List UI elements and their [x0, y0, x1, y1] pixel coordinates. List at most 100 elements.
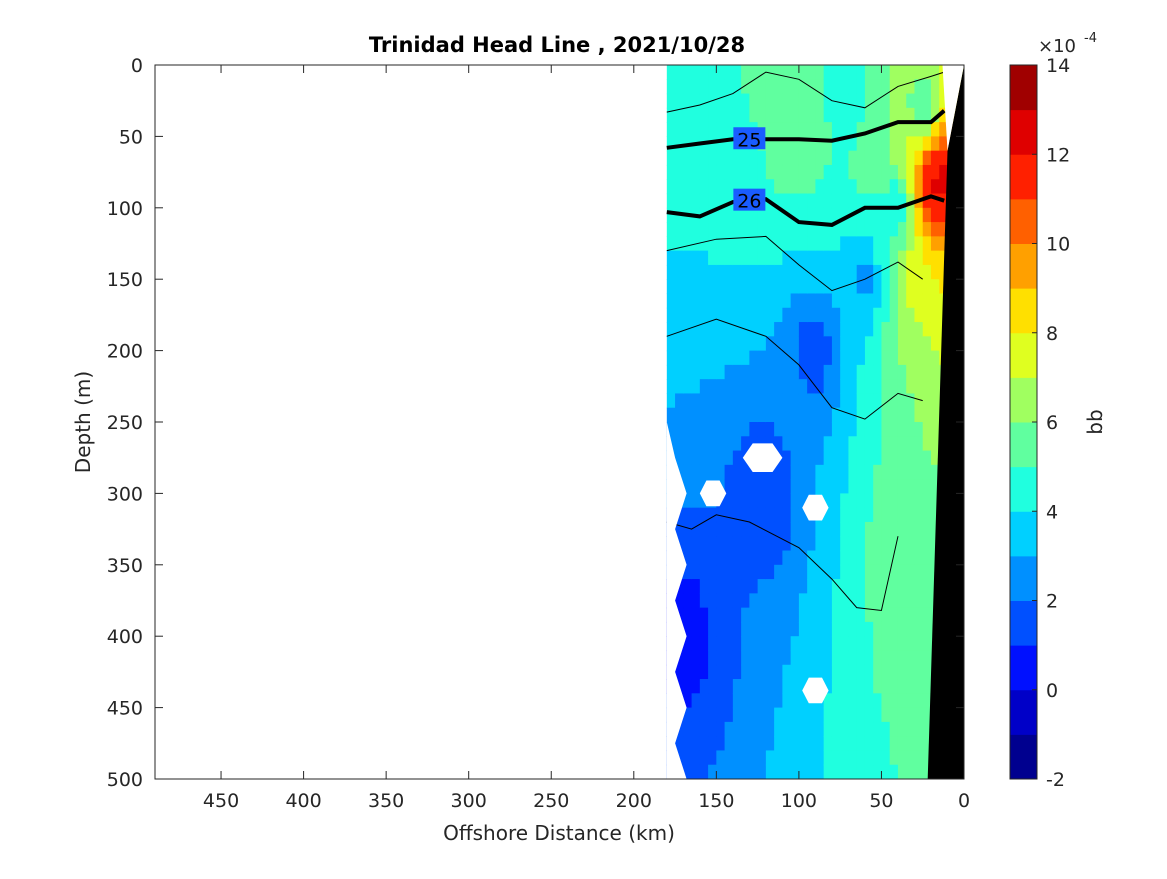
heatmap-cell — [815, 250, 825, 266]
heatmap-cell — [873, 521, 883, 537]
heatmap-cell — [831, 79, 841, 95]
heatmap-cell — [922, 122, 932, 137]
heatmap-cell — [815, 550, 825, 566]
heatmap-cell — [699, 264, 709, 280]
heatmap-cell — [906, 707, 916, 723]
heatmap-cell — [716, 464, 726, 480]
heatmap-cell — [708, 593, 717, 609]
heatmap-cell — [922, 350, 932, 366]
heatmap-cell — [897, 593, 907, 609]
heatmap-cell — [881, 250, 891, 266]
heatmap-cell — [724, 607, 734, 623]
heatmap-cell — [807, 579, 817, 594]
heatmap-cell — [790, 179, 800, 195]
heatmap-cell — [666, 279, 676, 295]
heatmap-cell — [675, 264, 684, 280]
heatmap-cell — [741, 379, 750, 395]
heatmap-cell — [749, 707, 759, 723]
heatmap-cell — [840, 79, 850, 95]
heatmap-cell — [691, 764, 701, 779]
heatmap-cell — [798, 764, 808, 779]
heatmap-cell — [848, 65, 858, 80]
heatmap-cell — [757, 107, 767, 123]
heatmap-cell — [666, 193, 676, 209]
heatmap-cell — [889, 436, 899, 452]
heatmap-cell — [939, 236, 949, 252]
heatmap-cell — [732, 393, 742, 409]
heatmap-cell — [749, 536, 759, 552]
heatmap-cell — [765, 179, 775, 195]
heatmap-cell — [815, 393, 825, 409]
heatmap-cell — [757, 750, 767, 766]
heatmap-cell — [807, 293, 817, 309]
heatmap-cell — [856, 450, 866, 466]
heatmap-cell — [840, 621, 850, 637]
heatmap-cell — [881, 621, 891, 637]
heatmap-cell — [699, 679, 709, 694]
heatmap-cell — [732, 736, 742, 752]
heatmap-cell — [856, 479, 866, 494]
heatmap-cell — [831, 764, 841, 779]
heatmap-cell — [848, 693, 858, 709]
heatmap-cell — [724, 93, 734, 109]
heatmap-cell — [823, 564, 833, 580]
heatmap-cell — [732, 79, 742, 95]
heatmap-cell — [939, 150, 949, 166]
heatmap-cell — [823, 621, 833, 637]
heatmap-cell — [708, 207, 717, 223]
heatmap-cell — [897, 636, 907, 652]
mask-layer — [666, 422, 829, 779]
heatmap-cell — [873, 293, 883, 309]
heatmap-cell — [741, 750, 750, 766]
heatmap-cell — [807, 636, 817, 652]
heatmap-cell — [823, 750, 833, 766]
heatmap-cell — [724, 379, 734, 395]
heatmap-cell — [848, 679, 858, 694]
colorbar-label: bb — [1083, 409, 1107, 434]
heatmap-cell — [798, 736, 808, 752]
heatmap-cell — [683, 250, 693, 266]
heatmap-cell — [782, 236, 792, 252]
heatmap-cell — [724, 579, 734, 594]
heatmap-cell — [798, 279, 808, 295]
heatmap-cell — [930, 450, 940, 466]
heatmap-cell — [873, 236, 883, 252]
heatmap-cell — [675, 450, 684, 466]
heatmap-cell — [691, 536, 701, 552]
heatmap-cell — [823, 179, 833, 195]
heatmap-cell — [749, 322, 759, 337]
heatmap-cell — [782, 636, 792, 652]
heatmap-cell — [930, 207, 940, 223]
heatmap-cell — [757, 536, 767, 552]
heatmap-cell — [716, 750, 726, 766]
heatmap-cell — [881, 507, 891, 523]
heatmap-cell — [765, 336, 775, 352]
heatmap-cell — [807, 707, 817, 723]
heatmap-cell — [765, 136, 775, 152]
heatmap-cell — [708, 264, 717, 280]
heatmap-cell — [807, 379, 817, 395]
isopycnal-contour — [666, 514, 899, 612]
heatmap-cell — [889, 107, 899, 123]
heatmap-cell — [666, 336, 676, 352]
colorbar-exponent-power: -4 — [1084, 31, 1097, 46]
heatmap-cell — [831, 650, 841, 666]
heatmap-cell — [724, 664, 734, 680]
heatmap-cell — [716, 393, 726, 409]
heatmap-cell — [774, 593, 783, 609]
heatmap-cell — [708, 550, 717, 566]
heatmap-cell — [848, 79, 858, 95]
heatmap-cell — [699, 521, 709, 537]
heatmap-cell — [815, 307, 825, 323]
heatmap-cell — [749, 179, 759, 195]
heatmap-cell — [889, 750, 899, 766]
heatmap-cell — [856, 322, 866, 337]
heatmap-cell — [699, 179, 709, 195]
heatmap-cell — [691, 422, 701, 437]
heatmap-cell — [774, 65, 783, 80]
heatmap-cell — [765, 464, 775, 480]
heatmap-cell — [683, 407, 693, 423]
heatmap-cell — [716, 436, 726, 452]
heatmap-cell — [683, 179, 693, 195]
heatmap-cell — [840, 136, 850, 152]
